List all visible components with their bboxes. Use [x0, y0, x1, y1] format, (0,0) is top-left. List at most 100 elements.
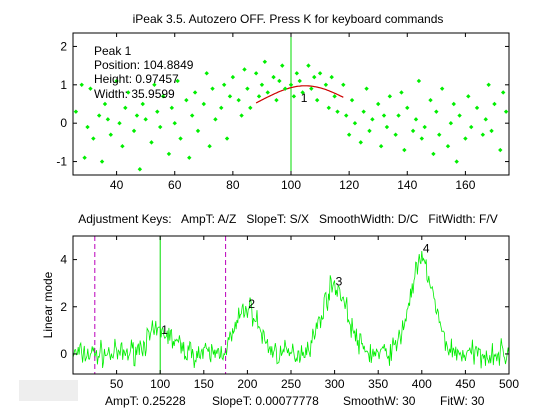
top-data-point	[361, 109, 366, 114]
top-data-point	[143, 117, 148, 122]
top-data-point	[201, 101, 206, 107]
top-data-point	[291, 94, 297, 99]
top-data-point	[219, 105, 224, 111]
top-axes: 40 60 80 100 120 140 160 -1 0 1 2	[56, 32, 510, 192]
bottom-plot-area[interactable]	[73, 236, 509, 374]
status-box	[19, 380, 78, 401]
top-data-point	[402, 147, 407, 153]
top-xtick-label: 140	[397, 178, 417, 192]
top-data-point	[480, 132, 486, 137]
top-data-point	[102, 101, 108, 107]
top-ytick-label: 2	[60, 39, 67, 53]
bottom-xtick-label: 350	[368, 377, 388, 391]
top-data-point	[82, 155, 87, 160]
top-data-point	[134, 113, 140, 118]
top-data-point	[160, 94, 166, 99]
bottom-ytick-label: 0	[60, 347, 67, 361]
top-data-point	[410, 128, 416, 134]
bottom-signal-line	[72, 250, 510, 369]
top-data-point	[332, 94, 337, 99]
bottom-xtick-label: 450	[455, 377, 475, 391]
top-data-point	[259, 82, 265, 88]
top-xtick-label: 160	[455, 178, 475, 192]
top-data-point	[335, 109, 340, 114]
top-data-point	[265, 90, 270, 95]
top-data-point	[221, 82, 227, 88]
top-data-point	[253, 71, 259, 76]
status-fitw: FitW: 30	[440, 394, 485, 408]
bottom-xtick-label: 50	[110, 377, 124, 391]
top-data-point	[262, 59, 268, 64]
top-data-point	[346, 132, 352, 137]
bottom-xtick-label: 400	[412, 377, 432, 391]
status-ampt: AmpT: 0.25228	[105, 394, 186, 408]
top-data-point	[236, 97, 241, 103]
top-data-point	[294, 71, 300, 76]
top-xtick-label: 60	[168, 178, 182, 192]
top-data-point	[358, 140, 363, 145]
top-data-point	[474, 105, 480, 111]
top-data-point	[155, 109, 160, 114]
top-data-point	[195, 128, 201, 134]
top-data-point	[73, 109, 79, 114]
top-data-point	[99, 159, 105, 164]
top-data-point	[463, 136, 468, 141]
top-data-point	[85, 124, 90, 130]
bottom-plot: 1 2 3 4 50 100 150 200 250 300 350 400 450 500 0 2 4 Li…	[41, 235, 519, 391]
top-data-point	[428, 97, 433, 103]
top-data-point	[256, 94, 262, 99]
top-data-point	[367, 128, 372, 134]
top-data-point	[117, 120, 122, 126]
top-data-point	[297, 78, 302, 84]
top-data-point	[309, 86, 314, 91]
top-fit-curve	[255, 85, 344, 104]
top-data-point	[416, 78, 422, 84]
top-data-point	[105, 117, 111, 122]
top-data-point	[387, 94, 393, 99]
status-slopet: SlopeT: 0.00077778	[212, 394, 319, 408]
top-data-point	[288, 82, 294, 88]
top-data-point	[378, 144, 384, 149]
top-peak-label: 1	[301, 91, 308, 105]
top-data-point	[158, 124, 163, 130]
bottom-signal-group: 1 2 3 4	[72, 236, 510, 374]
top-data-point	[204, 71, 209, 76]
top-data-point	[323, 82, 329, 88]
top-plot: 1 40 60 80 100 120 140 160 -1 0 1 2 Peak 1 Positio…	[56, 32, 510, 192]
annotation-peak: Peak 1	[94, 44, 132, 58]
top-data-point	[451, 101, 456, 107]
top-data-point	[184, 97, 189, 103]
top-data-point	[314, 97, 320, 103]
top-data-point	[189, 113, 195, 118]
bottom-ytick-label: 2	[60, 300, 67, 314]
top-ytick-label: -1	[56, 155, 67, 169]
top-data-point	[175, 78, 180, 84]
top-data-point	[140, 101, 145, 107]
top-data-point	[207, 144, 212, 149]
bottom-xtick-label: 300	[325, 377, 345, 391]
window-title: iPeak 3.5. Autozero OFF. Press K for key…	[133, 12, 444, 26]
top-data-point	[329, 74, 334, 80]
adjustment-keys-title: Adjustment Keys: AmpT: A/Z SlopeT: S/X S…	[78, 212, 497, 226]
top-data-point	[317, 71, 323, 76]
bottom-axes: 50 100 150 200 250 300 350 400 450 500 0 2 4	[60, 235, 519, 391]
top-data-point	[431, 151, 436, 157]
bottom-xtick-label: 100	[150, 377, 170, 391]
status-bar: AmpT: 0.25228 SlopeT: 0.00077778 SmoothW…	[105, 394, 485, 408]
top-data-point	[227, 94, 233, 99]
top-data-point	[96, 113, 102, 118]
top-data-point	[245, 86, 250, 91]
top-data-point	[489, 128, 494, 134]
top-data-point	[271, 74, 276, 80]
top-data-point	[169, 105, 175, 111]
top-data-point	[178, 136, 183, 141]
top-data-point	[248, 105, 253, 111]
top-data-point	[405, 105, 410, 111]
top-data-point	[114, 78, 119, 84]
peak-info-annotation: Peak 1 Position: 104.8849 Height: 0.9745…	[94, 44, 194, 101]
top-data-point	[399, 90, 404, 95]
top-data-point	[172, 120, 177, 126]
status-smoothw: SmoothW: 30	[343, 394, 416, 408]
top-data-point	[312, 74, 317, 80]
